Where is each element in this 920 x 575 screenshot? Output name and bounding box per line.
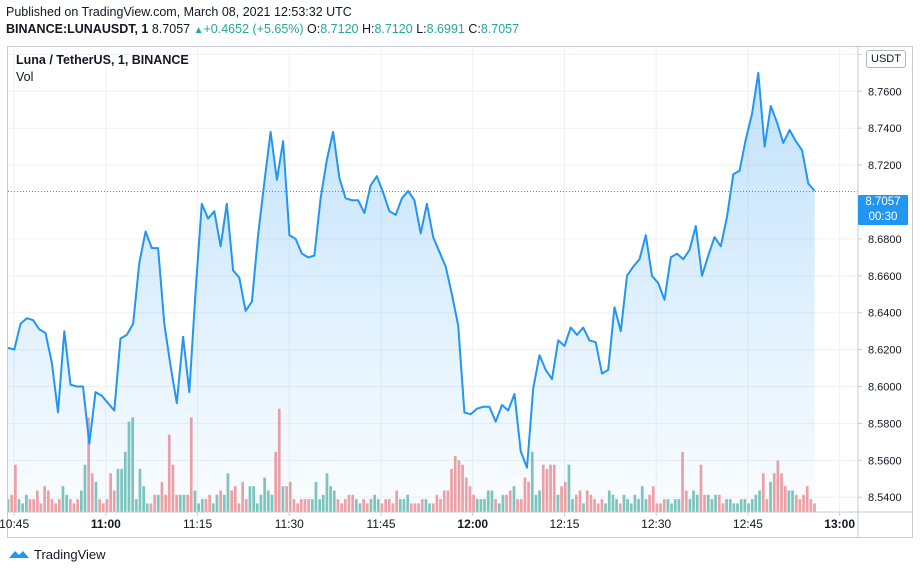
close-value: 8.7057 [480, 22, 520, 36]
price-tick-label: 8.6400 [868, 308, 902, 320]
price-tick-label: 8.6800 [868, 234, 902, 246]
time-tick-label: 13:00 [824, 517, 855, 531]
time-axis[interactable]: 10:45 11:00 11:15 11:30 11:45 12:00 12:15 12:30… [0, 512, 855, 531]
price-tick-label: 8.6200 [868, 345, 902, 357]
low-value: 8.6991 [426, 22, 465, 36]
time-tick-label: 12:30 [641, 517, 671, 531]
time-tick-label: 11:00 [91, 517, 121, 531]
tradingview-logo-icon [8, 548, 30, 563]
up-arrow-icon: ▲ [193, 25, 204, 36]
time-tick-label: 11:15 [183, 517, 212, 531]
ohlc-line: BINANCE:LUNAUSDT, 1 8.7057 ▲+0.4652 (+5.… [6, 22, 519, 36]
legend-volume: Vol [16, 70, 34, 84]
price-axis[interactable]: 8.78008.76008.74008.72008.68008.66008.64… [858, 49, 902, 504]
price-tick-label: 8.5600 [868, 455, 902, 467]
close-label: C: [468, 22, 481, 36]
price-tick-label: 8.7400 [868, 123, 902, 135]
chart-panel[interactable] [7, 46, 913, 538]
time-tick-label: 12:00 [457, 517, 488, 531]
time-tick-label: 10:45 [0, 517, 29, 531]
last-price-tag: 8.7057 00:30 [858, 195, 908, 225]
time-tick-label: 11:30 [275, 517, 304, 531]
currency-button[interactable]: USDT [866, 50, 906, 68]
last-price-tag-value: 8.7057 [865, 196, 901, 208]
legend-title: Luna / TetherUS, 1, BINANCE [16, 53, 189, 67]
open-label: O: [307, 22, 321, 36]
time-tick-label: 11:45 [366, 517, 395, 531]
time-tick-label: 12:15 [549, 517, 579, 531]
high-value: 8.7120 [374, 22, 413, 36]
high-label: H: [361, 22, 375, 36]
symbol-label: BINANCE:LUNAUSDT, 1 [6, 22, 149, 36]
last-price-tag-countdown: 00:30 [868, 211, 898, 223]
price-change: +0.4652 (+5.65%) [203, 22, 304, 36]
price-tick-label: 8.5800 [868, 418, 902, 430]
footer-brand[interactable]: TradingView [8, 547, 106, 563]
published-line: Published on TradingView.com, March 08, … [6, 5, 352, 19]
price-tick-label: 8.6600 [868, 271, 902, 283]
low-label: L: [416, 22, 427, 36]
time-tick-label: 12:45 [733, 517, 763, 531]
price-tick-label: 8.5400 [868, 492, 902, 504]
price-tick-label: 8.6000 [868, 382, 902, 394]
price-tick-label: 8.7200 [868, 160, 902, 172]
last-price: 8.7057 [151, 22, 191, 36]
price-area [8, 72, 815, 512]
footer-brand-label: TradingView [34, 547, 106, 562]
price-tick-label: 8.7600 [868, 86, 902, 98]
price-line [8, 71, 816, 469]
open-value: 8.7120 [320, 22, 359, 36]
